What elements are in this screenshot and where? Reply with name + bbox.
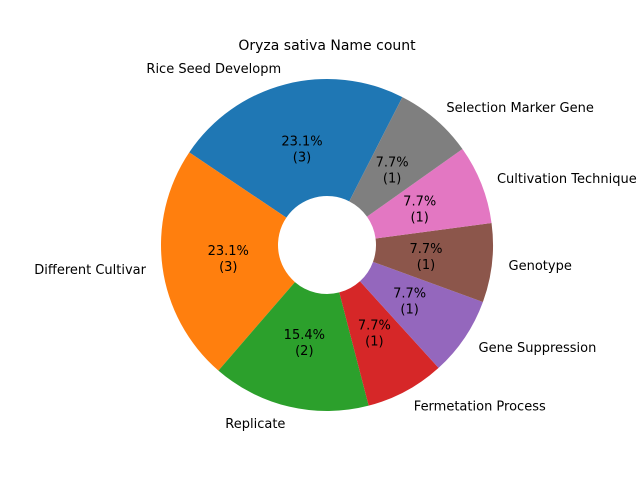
labels-layer: 23.1%(3)Rice Seed Developm23.1%(3)Differ…: [34, 62, 636, 432]
slice-percent-label: 7.7%: [409, 242, 442, 257]
slice-category-label: Rice Seed Developm: [146, 62, 281, 77]
pie-slice: [366, 149, 492, 239]
pie-slice: [218, 282, 369, 411]
slice-count-label: (1): [400, 303, 418, 318]
slice-count-label: (1): [417, 258, 435, 273]
slice-category-label: Genotype: [509, 259, 572, 274]
slice-percent-label: 7.7%: [376, 156, 409, 171]
slice-category-label: Replicate: [225, 417, 285, 432]
slice-count-label: (2): [295, 344, 313, 359]
pie-slice: [339, 281, 439, 406]
pie-slice: [349, 97, 463, 217]
slice-percent-label: 7.7%: [403, 195, 436, 210]
pie-slice: [189, 79, 403, 218]
pie-slice: [373, 223, 493, 302]
slice-count-label: (1): [410, 211, 428, 226]
pie-slice: [359, 261, 483, 368]
slices-layer: [161, 79, 493, 411]
slice-category-label: Selection Marker Gene: [446, 101, 593, 116]
chart-title: Oryza sativa Name count: [238, 38, 416, 54]
slice-percent-label: 23.1%: [281, 135, 322, 150]
slice-count-label: (1): [383, 172, 401, 187]
slice-percent-label: 15.4%: [284, 328, 325, 343]
slice-percent-label: 7.7%: [358, 319, 391, 334]
slice-percent-label: 23.1%: [208, 244, 249, 259]
slice-percent-label: 7.7%: [393, 287, 426, 302]
slice-category-label: Different Cultivar: [34, 263, 146, 278]
slice-category-label: Fermetation Process: [414, 400, 546, 415]
slice-count-label: (3): [219, 260, 237, 275]
slice-count-label: (3): [293, 151, 311, 166]
slice-category-label: Cultivation Technique: [497, 172, 637, 187]
slice-count-label: (1): [365, 335, 383, 350]
slice-category-label: Gene Suppression: [479, 341, 597, 356]
pie-slice: [161, 152, 295, 371]
